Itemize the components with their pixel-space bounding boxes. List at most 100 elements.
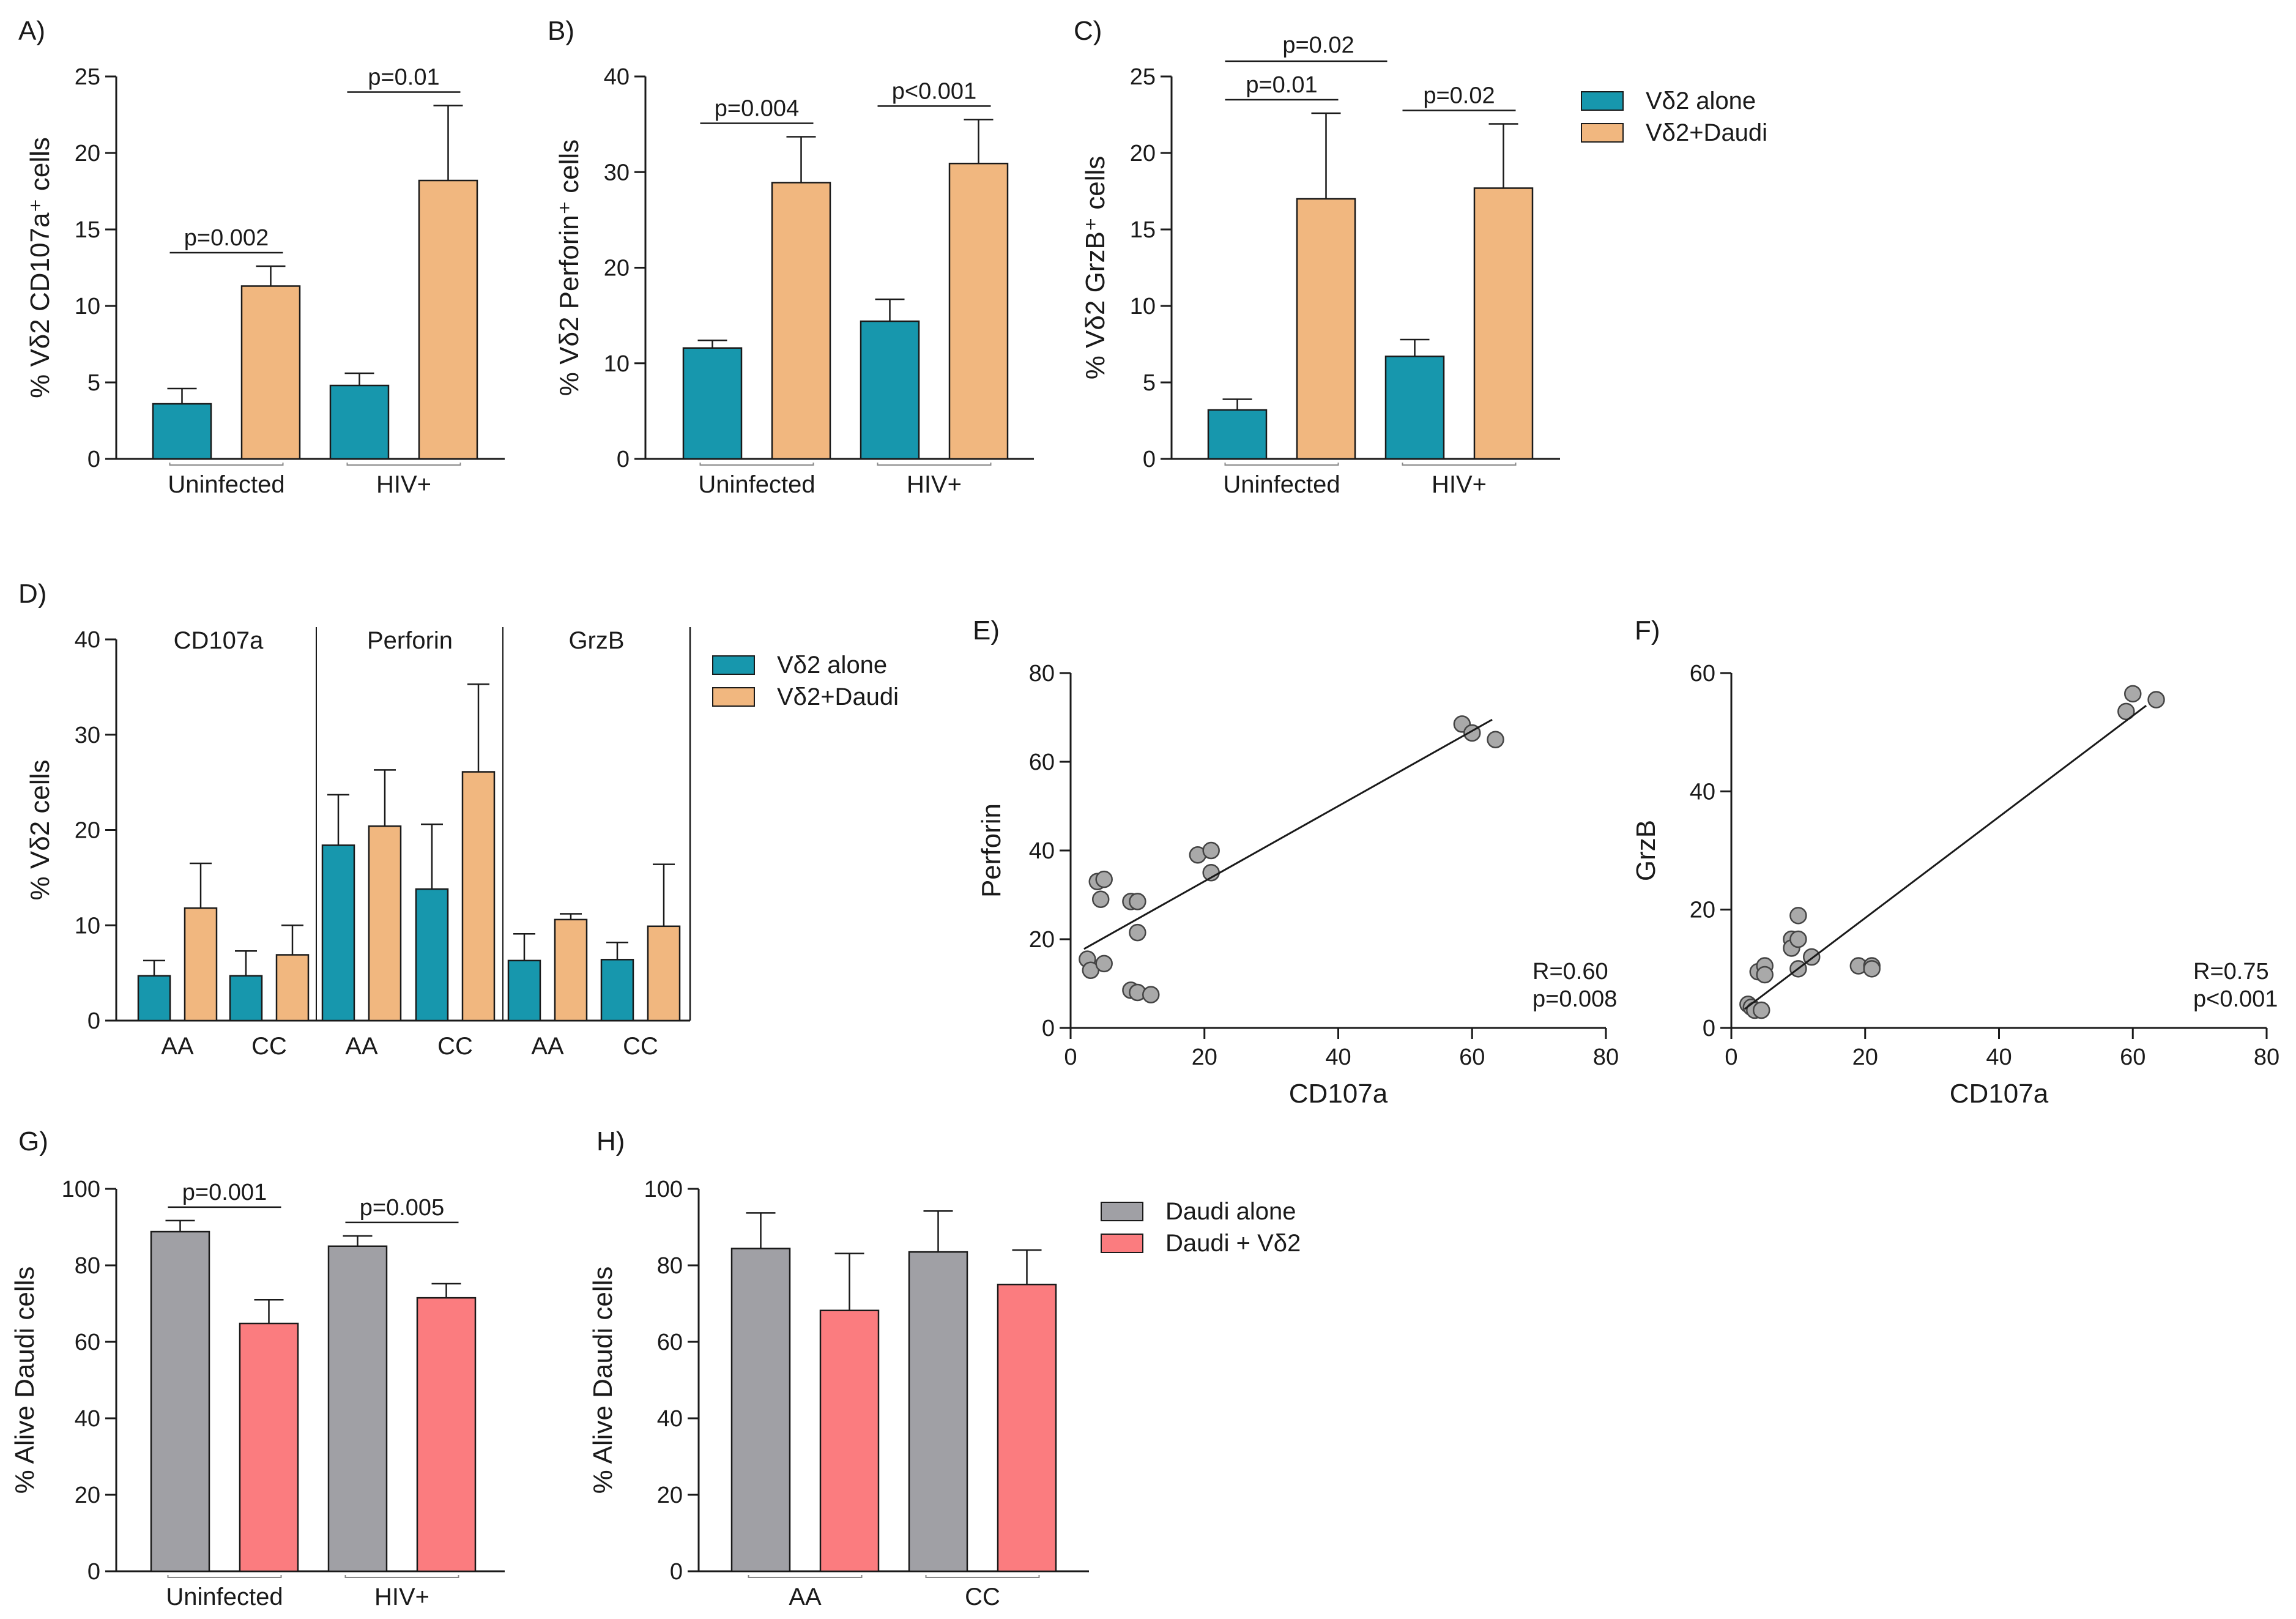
group-bracket	[877, 463, 992, 466]
y-tick-label: 0	[670, 1559, 683, 1585]
y-tick-label: 40	[604, 64, 630, 90]
scatter-point	[1752, 1001, 1770, 1019]
span-p-value-label: p=0.02	[1282, 32, 1354, 58]
y-tick-label: 20	[1130, 141, 1156, 166]
y-tick-label: 0	[1143, 447, 1156, 472]
x-category-label: Uninfected	[168, 471, 284, 498]
panel-label: C)	[1074, 16, 1102, 46]
bar-hiv-alone	[1384, 355, 1445, 460]
x-tick-label: 60	[2120, 1044, 2146, 1070]
correlation-p: p=0.008	[1533, 986, 1617, 1012]
scatter-point	[2124, 685, 2142, 703]
y-tick-label: 5	[87, 370, 100, 396]
legend-swatch	[712, 687, 755, 707]
x-category-label: AA	[789, 1584, 822, 1610]
x-tick-label: 80	[1593, 1044, 1619, 1070]
x-category-label: HIV+	[376, 471, 431, 498]
x-category-label: AA	[345, 1033, 378, 1060]
y-tick-label: 5	[1143, 370, 1156, 396]
x-category-label: CC	[437, 1033, 473, 1060]
y-tick-label: 100	[644, 1177, 683, 1202]
legend-swatch	[1101, 1234, 1143, 1253]
bar-uninfected-alone	[152, 403, 212, 460]
scatter-point	[2117, 702, 2135, 721]
x-axis-title: CD107a	[1289, 1079, 1388, 1109]
legend-swatch	[712, 655, 755, 675]
bar-aa-combined	[184, 907, 218, 1022]
y-axis-title: % Vδ2 CD107a⁺ cells	[25, 137, 55, 398]
group-bracket	[925, 1575, 1040, 1578]
y-axis-title: % Vδ2 Perforin⁺ cells	[554, 140, 584, 396]
group-bracket	[699, 463, 814, 466]
x-tick-label: 40	[1325, 1044, 1351, 1070]
bar-aa-alone	[730, 1248, 791, 1572]
y-tick-label: 20	[657, 1483, 683, 1508]
x-tick-label: 0	[1725, 1044, 1737, 1070]
p-value-label: p=0.01	[368, 65, 439, 91]
bar-cc-combined	[997, 1284, 1057, 1572]
correlation-r: R=0.60	[1533, 959, 1608, 984]
y-tick-label: 40	[1690, 779, 1715, 805]
scatter-point	[1863, 960, 1881, 978]
y-tick-label: 20	[604, 256, 630, 281]
section-label: CD107a	[174, 627, 264, 654]
scatter-point	[1129, 923, 1146, 942]
y-tick-label: 10	[1130, 294, 1156, 319]
p-value-label: p=0.004	[715, 95, 799, 121]
y-tick-label: 15	[1130, 217, 1156, 243]
x-tick-label: 20	[1192, 1044, 1217, 1070]
section-label: Perforin	[367, 627, 453, 654]
y-axis-title: % Vδ2 cells	[25, 760, 55, 901]
y-tick-label: 25	[75, 64, 100, 90]
legend-swatch	[1101, 1202, 1143, 1221]
group-bracket	[344, 1575, 459, 1578]
legend-label: Daudi alone	[1165, 1198, 1296, 1225]
panel-label: G)	[18, 1126, 48, 1156]
x-category-label: HIV+	[907, 471, 962, 498]
scatter-point	[1756, 966, 1774, 984]
y-tick-label: 60	[1029, 750, 1055, 775]
bar-aa-combined	[554, 918, 588, 1022]
y-axis-title: % Alive Daudi cells	[588, 1267, 618, 1494]
x-tick-label: 0	[1064, 1044, 1077, 1070]
scatter-point	[1202, 841, 1220, 860]
x-category-label: CC	[623, 1033, 658, 1060]
y-tick-label: 100	[62, 1177, 100, 1202]
scatter-point	[1789, 930, 1807, 948]
y-tick-label: 0	[87, 1559, 100, 1585]
regression-line	[1744, 704, 2147, 1010]
bar-hiv-alone	[860, 320, 920, 460]
legend-d: Vδ2 alone Vδ2+Daudi	[712, 652, 899, 710]
bar-uninfected-alone	[1207, 409, 1268, 460]
p-value-label: p=0.002	[184, 225, 269, 251]
y-tick-label: 10	[75, 913, 100, 939]
x-category-label: Uninfected	[698, 471, 815, 498]
correlation-p: p<0.001	[2193, 986, 2278, 1012]
x-tick-label: 40	[1986, 1044, 2012, 1070]
group-bracket	[748, 1575, 863, 1578]
bar-cc-alone	[908, 1251, 968, 1572]
y-tick-label: 40	[657, 1406, 683, 1432]
y-tick-label: 20	[75, 1483, 100, 1508]
panel-c: C) 0 5 10 15 20 25 % Vδ2 GrzB⁺ cells Uninfected H…	[1074, 16, 1560, 498]
legend-top: Vδ2 alone Vδ2+Daudi	[1581, 87, 1767, 146]
legend-label: Vδ2 alone	[777, 652, 887, 679]
section-label: GrzB	[568, 627, 624, 654]
scatter-point	[1095, 955, 1113, 973]
y-tick-label: 80	[657, 1253, 683, 1279]
y-tick-label: 60	[75, 1330, 100, 1355]
bar-uninfected-combined	[771, 182, 831, 460]
panel-label: F)	[1635, 616, 1660, 646]
panel-d: D) 0 10 20 30 40 % Vδ2 cells CD107a Perforin GrzB…	[18, 579, 691, 1060]
y-tick-label: 60	[657, 1330, 683, 1355]
y-tick-label: 40	[1029, 838, 1055, 864]
bar-cc-alone	[229, 975, 263, 1022]
scatter-point	[1789, 907, 1807, 925]
legend-label: Vδ2+Daudi	[1646, 119, 1767, 146]
bar-aa-alone	[321, 844, 355, 1022]
y-tick-label: 40	[75, 1406, 100, 1432]
legend-swatch	[1581, 123, 1624, 143]
bar-hiv-combined	[1473, 187, 1534, 460]
x-tick-label: 80	[2254, 1044, 2279, 1070]
